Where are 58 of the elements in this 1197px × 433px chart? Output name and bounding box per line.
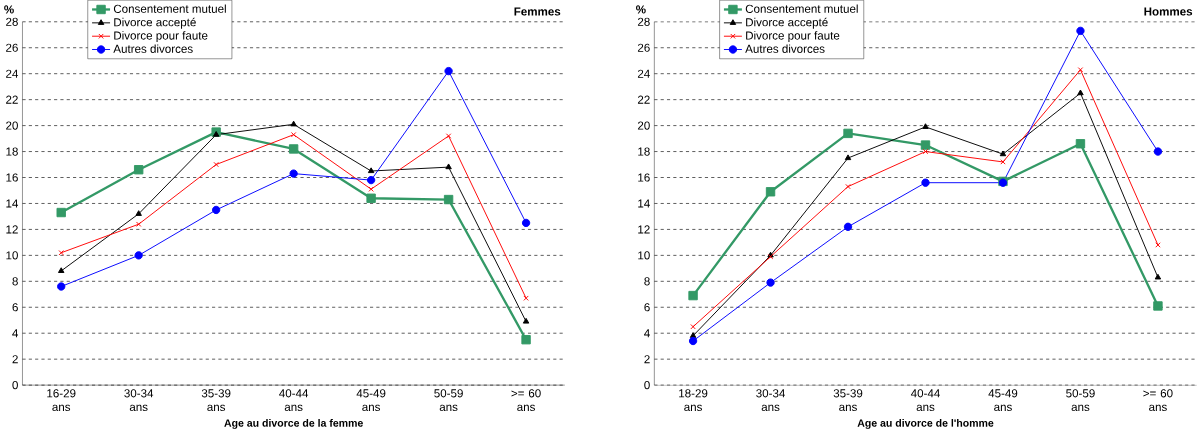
legend-label: Divorce pour faute: [114, 31, 208, 43]
legend-label: Divorce accepté: [114, 17, 196, 29]
y-tick-label: 22: [6, 95, 18, 104]
y-tick-label: 20: [637, 121, 650, 130]
x-tick-label: 30-34 ans: [124, 389, 154, 412]
legend-label: Divorce pour faute: [746, 31, 840, 43]
x-tick-label: 45-49 ans: [988, 389, 1018, 412]
x-axis-title: Age au divorce de l'homme: [857, 419, 994, 429]
legend-label: Consentement mutuel: [745, 4, 858, 14]
x-tick-label: >= 60 ans: [1143, 389, 1173, 412]
y-tick-label: 12: [6, 225, 18, 234]
y-tick-label: 2: [12, 355, 18, 364]
y-axis-title: %: [636, 5, 646, 14]
y-tick-label: 28: [6, 17, 18, 27]
x-tick-label: 45-49 ans: [356, 389, 386, 412]
y-tick-label: 12: [638, 225, 650, 234]
legend-label: Consentement mutuel: [113, 4, 226, 14]
x-tick-label: 16-29 ans: [47, 389, 76, 412]
y-tick-label: 10: [638, 251, 650, 260]
y-tick-label: 10: [6, 251, 18, 260]
x-tick-label: >= 60 ans: [511, 389, 541, 412]
x-tick-label: 40-44 ans: [279, 389, 309, 412]
y-tick-label: 24: [637, 69, 650, 78]
x-tick-label: 35-39 ans: [833, 389, 863, 412]
y-tick-label: 8: [12, 277, 18, 286]
y-tick-label: 0: [644, 381, 650, 390]
x-tick-label: 50-59 ans: [1066, 389, 1095, 412]
y-tick-label: 18: [638, 147, 650, 156]
y-tick-label: 2: [644, 355, 650, 364]
y-tick-label: 18: [6, 147, 18, 156]
chart-title: Femmes: [514, 7, 561, 16]
x-tick-label: 50-59 ans: [434, 389, 463, 412]
y-tick-label: 16: [6, 173, 18, 182]
legend-label: Autres divorces: [745, 44, 825, 54]
legend-label: Divorce accepté: [746, 17, 828, 29]
y-tick-label: 28: [637, 17, 650, 27]
y-tick-label: 14: [6, 199, 19, 208]
x-tick-label: 35-39 ans: [201, 389, 231, 412]
x-tick-label: 18-29 ans: [679, 389, 708, 412]
y-tick-label: 0: [12, 381, 18, 390]
legend-label: Autres divorces: [113, 44, 193, 54]
y-tick-label: 24: [6, 69, 19, 78]
y-tick-label: 14: [638, 199, 650, 208]
y-tick-label: 16: [638, 173, 650, 182]
y-tick-label: 20: [6, 121, 18, 130]
y-axis-title: %: [4, 5, 14, 14]
y-tick-label: 26: [6, 43, 18, 52]
x-tick-label: 40-44 ans: [910, 389, 940, 412]
y-tick-label: 6: [12, 303, 18, 312]
y-tick-label: 6: [644, 303, 650, 312]
y-tick-label: 26: [637, 43, 650, 52]
y-tick-label: 8: [644, 277, 650, 286]
x-tick-label: 30-34 ans: [756, 389, 786, 412]
y-tick-label: 22: [637, 95, 650, 104]
y-tick-label: 4: [12, 329, 19, 338]
x-axis-title: Age au divorce de la femme: [224, 419, 363, 429]
y-tick-label: 4: [644, 329, 650, 338]
chart-title: Hommes: [1144, 7, 1193, 16]
